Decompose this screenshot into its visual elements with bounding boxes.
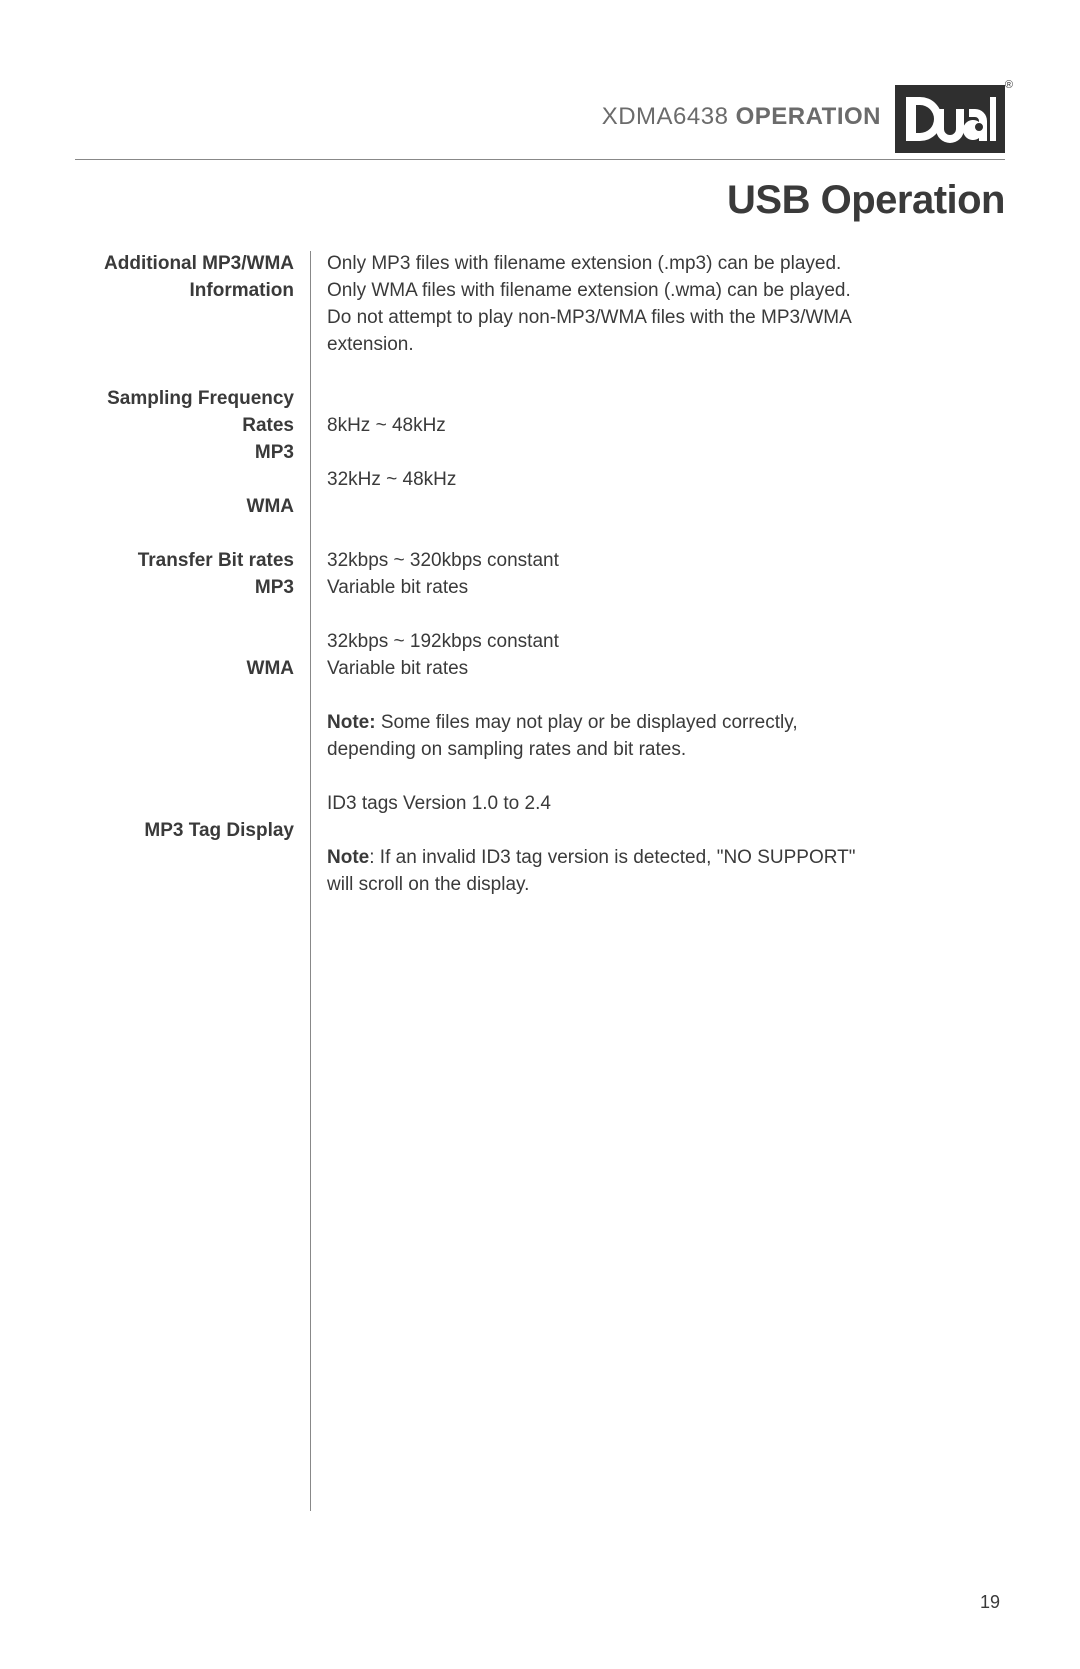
sfr-wma-value: 32kHz ~ 48kHz [327, 467, 1005, 494]
tbr-wma-l2: Variable bit rates [327, 656, 1005, 683]
page-number: 19 [980, 1592, 1000, 1613]
info-line-3: Do not attempt to play non-MP3/WMA files… [327, 305, 1005, 332]
note-2-text-2: will scroll on the display. [327, 872, 1005, 899]
sfr-mp3-value: 8kHz ~ 48kHz [327, 413, 1005, 440]
info-line-1: Only MP3 files with filename extension (… [327, 251, 1005, 278]
tbr-mp3-l2: Variable bit rates [327, 575, 1005, 602]
label-additional-1: Additional MP3/WMA [75, 251, 294, 278]
label-sfr-title: Sampling Frequency Rates [75, 386, 294, 440]
note-1-prefix: Note: [327, 712, 376, 733]
label-tbr-wma: WMA [75, 656, 294, 683]
brand-logo: ® [895, 85, 1005, 153]
info-line-2: Only WMA files with filename extension (… [327, 278, 1005, 305]
manual-page: XDMA6438 OPERATION ® USB Operation Addit… [0, 0, 1080, 1669]
tbr-wma-l1: 32kbps ~ 192kbps constant [327, 629, 1005, 656]
note-2: Note: If an invalid ID3 tag version is d… [327, 845, 1005, 872]
note-1-text-1: Some files may not play or be displayed … [376, 712, 798, 733]
note-1-text-2: depending on sampling rates and bit rate… [327, 737, 1005, 764]
content-grid: Additional MP3/WMA Information Sampling … [75, 251, 1005, 1511]
section-title: USB Operation [75, 178, 1005, 223]
note-2-prefix: Note [327, 847, 369, 868]
registered-mark: ® [1005, 79, 1013, 91]
note-2-text-1: : If an invalid ID3 tag version is detec… [369, 847, 855, 868]
header-suffix: OPERATION [736, 103, 881, 130]
model-number: XDMA6438 [602, 103, 729, 130]
header-title: XDMA6438 OPERATION [602, 103, 881, 153]
label-additional-2: Information [75, 278, 294, 305]
label-tbr-mp3: MP3 [75, 575, 294, 602]
dual-logo-icon [904, 93, 996, 145]
label-tbr-title: Transfer Bit rates [75, 548, 294, 575]
label-tag-display: MP3 Tag Display [75, 818, 294, 845]
tag-display-value: ID3 tags Version 1.0 to 2.4 [327, 791, 1005, 818]
info-line-4: extension. [327, 332, 1005, 359]
label-sfr-mp3: MP3 [75, 440, 294, 467]
tbr-mp3-l1: 32kbps ~ 320kbps constant [327, 548, 1005, 575]
label-sfr-wma: WMA [75, 494, 294, 521]
labels-column: Additional MP3/WMA Information Sampling … [75, 251, 310, 1511]
note-1: Note: Some files may not play or be disp… [327, 710, 1005, 737]
page-header: XDMA6438 OPERATION ® [75, 85, 1005, 160]
values-column: Only MP3 files with filename extension (… [310, 251, 1005, 1511]
